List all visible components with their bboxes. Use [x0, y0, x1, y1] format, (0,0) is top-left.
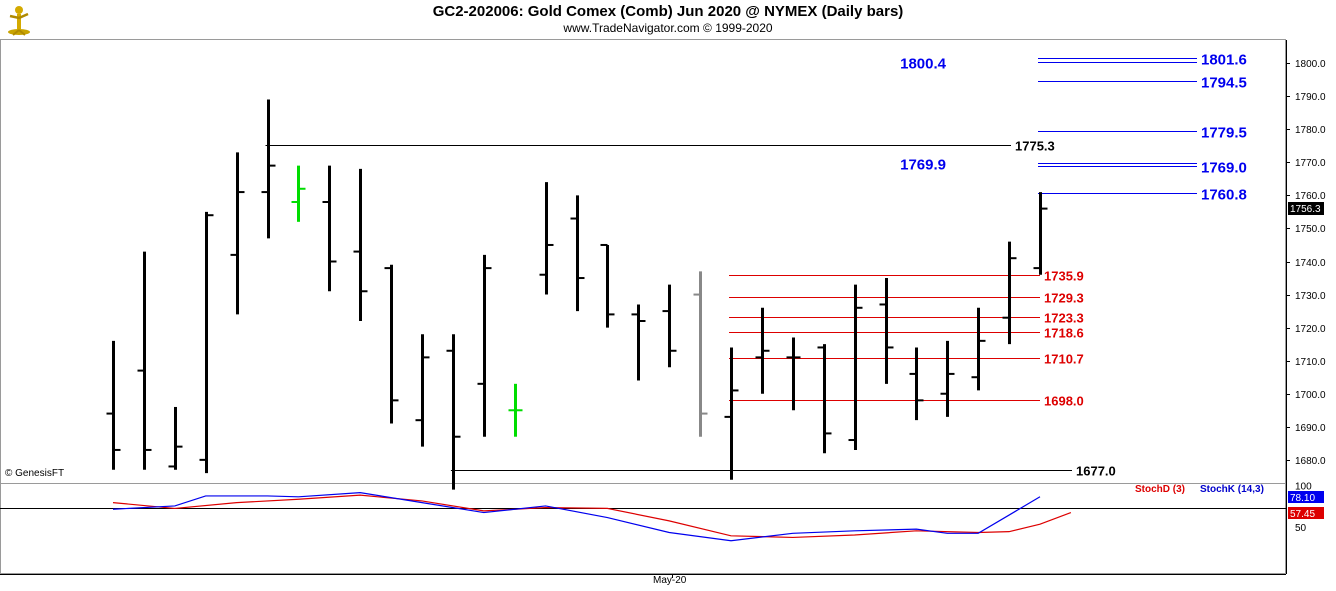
ohlc-bar — [755, 307, 770, 394]
price-tick-label: 1720.0 — [1295, 324, 1326, 335]
level-label: 1718.6 — [1044, 326, 1084, 341]
ohlc-bar — [230, 152, 245, 315]
x-axis-month-label: May-20 — [653, 575, 687, 586]
last-price-box — [1288, 202, 1324, 215]
ohlc-bar — [384, 264, 399, 424]
level-label: 1735.9 — [1044, 269, 1084, 284]
ohlc-bar — [693, 271, 708, 437]
ohlc-bars — [106, 99, 1048, 490]
level-label: 1677.0 — [1076, 464, 1116, 479]
ohlc-bar — [508, 383, 523, 437]
stoch-legend-label: StochD (3) — [1135, 484, 1185, 495]
price-tick-label: 1710.0 — [1295, 357, 1326, 368]
ohlc-bar — [570, 195, 585, 312]
trader-figure-logo-icon — [4, 2, 34, 36]
price-tick-label: 1760.0 — [1295, 191, 1326, 202]
stoch-series-line — [112, 492, 1041, 542]
ohlc-bar — [291, 165, 306, 222]
price-tick-label: 1730.0 — [1295, 291, 1326, 302]
chart-title: GC2-202006: Gold Comex (Comb) Jun 2020 @… — [432, 3, 904, 20]
level-label: 1698.0 — [1044, 394, 1084, 409]
price-tick-label: 1780.0 — [1295, 125, 1326, 136]
level-label: 1775.3 — [1015, 139, 1055, 154]
ohlc-bar — [446, 334, 461, 490]
stoch-tick-label: 50 — [1295, 523, 1307, 534]
level-label: 1710.7 — [1044, 352, 1084, 367]
ohlc-bar — [415, 334, 430, 447]
price-axis: 1800.0 1790.0 1780.0 1770.0 1760.0 1750.0 1740… — [1286, 59, 1326, 467]
level-label: 1729.3 — [1044, 291, 1084, 306]
ohlc-bar — [909, 347, 924, 421]
stoch-last-label: 78.10 — [1290, 493, 1315, 504]
ohlc-bar — [662, 284, 677, 368]
ohlc-bar — [971, 307, 986, 391]
price-tick-label: 1750.0 — [1295, 224, 1326, 235]
ohlc-bar — [539, 182, 554, 295]
ohlc-bar — [817, 344, 832, 454]
ohlc-bar — [137, 251, 152, 470]
level-label: 1760.8 — [1201, 187, 1247, 204]
stoch-legend-label: StochK (14,3) — [1200, 484, 1264, 495]
ohlc-bar — [106, 340, 121, 470]
ohlc-bar — [477, 254, 492, 437]
price-tick-label: 1740.0 — [1295, 258, 1326, 269]
ohlc-bar — [879, 278, 894, 384]
price-tick-label: 1680.0 — [1295, 456, 1326, 467]
level-label: 1769.0 — [1201, 160, 1247, 177]
level-label: 1800.4 — [900, 56, 947, 73]
level-label: 1779.5 — [1201, 125, 1247, 142]
ohlc-bar — [786, 337, 801, 411]
ohlc-bar — [168, 406, 183, 470]
ohlc-bar — [848, 284, 863, 450]
last-price-label: 1756.3 — [1290, 204, 1321, 215]
stoch-last-label: 57.45 — [1290, 509, 1315, 520]
stochastic-panel: 100 50 57.45 StochD (3) 78.10 StochK (14,3) — [112, 482, 1324, 542]
price-tick-label: 1690.0 — [1295, 423, 1326, 434]
level-label: 1723.3 — [1044, 311, 1084, 326]
copyright-label: © GenesisFT — [5, 468, 65, 479]
ohlc-bar — [724, 347, 739, 480]
level-label: 1769.9 — [900, 157, 946, 174]
chart-border — [0, 39, 1286, 574]
ohlc-bar — [322, 165, 337, 292]
stoch-last-box — [1288, 507, 1324, 519]
level-label: 1794.5 — [1201, 75, 1247, 92]
stoch-series-line — [112, 494, 1072, 539]
price-tick-label: 1790.0 — [1295, 92, 1326, 103]
stoch-tick-label: 100 — [1295, 482, 1312, 493]
ohlc-bar — [261, 99, 276, 239]
ohlc-bar — [199, 211, 214, 474]
price-tick-label: 1800.0 — [1295, 59, 1326, 70]
ohlc-bar — [600, 243, 615, 328]
chart-frame — [0, 39, 1287, 578]
price-levels: 1801.6 1800.4 1794.5 1779.5 1775.3 1769.9 1769… — [265, 52, 1247, 479]
price-tick-label: 1700.0 — [1295, 390, 1326, 401]
ohlc-bar — [940, 340, 955, 417]
price-tick-label: 1770.0 — [1295, 158, 1326, 169]
ohlc-bar — [631, 304, 646, 381]
stoch-last-box — [1288, 491, 1324, 503]
level-label: 1801.6 — [1201, 52, 1247, 69]
chart-subtitle: www.TradeNavigator.com © 1999-2020 — [563, 21, 773, 35]
ohlc-bar — [1002, 241, 1017, 345]
ohlc-bar — [1033, 192, 1048, 275]
ohlc-bar — [353, 168, 368, 322]
